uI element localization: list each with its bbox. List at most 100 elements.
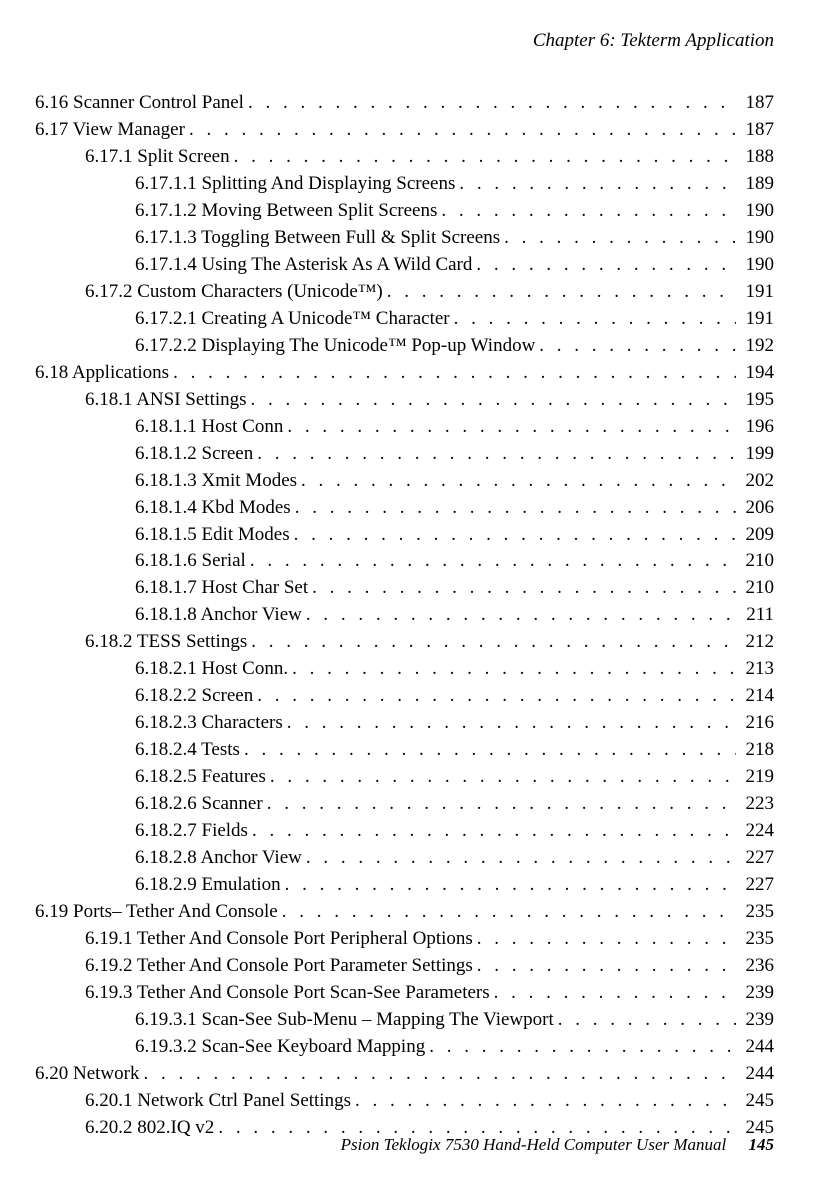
toc-entry: 6.16 Scanner Control Panel187 [35, 90, 774, 117]
toc-entry: 6.18.2.5 Features 219 [35, 764, 774, 791]
toc-entry-label: 6.18.2.8 Anchor View [135, 845, 302, 872]
toc-entry-page: 191 [736, 279, 774, 306]
toc-entry-label: 6.20 Network [35, 1061, 139, 1088]
toc-entry: 6.17.1.2 Moving Between Split Screens 190 [35, 198, 774, 225]
toc-entry-label: 6.18 Applications [35, 360, 169, 387]
toc-entry-page: 212 [736, 629, 774, 656]
toc-entry: 6.18.2.9 Emulation 227 [35, 872, 774, 899]
toc-entry-page: 239 [736, 1007, 774, 1034]
toc-entry-page: 188 [736, 144, 774, 171]
toc-leader-dots [248, 818, 736, 845]
toc-entry-label: 6.17.1 Split Screen [85, 144, 230, 171]
toc-leader-dots [297, 468, 736, 495]
toc-leader-dots [490, 980, 736, 1007]
toc-entry-label: 6.17 View Manager [35, 117, 185, 144]
toc-entry: 6.17 View Manager 187 [35, 117, 774, 144]
toc-entry: 6.17.1.4 Using The Asterisk As A Wild Ca… [35, 252, 774, 279]
toc-leader-dots [230, 144, 736, 171]
toc-leader-dots [283, 414, 736, 441]
toc-entry: 6.18.1.7 Host Char Set210 [35, 575, 774, 602]
chapter-header: Chapter 6: Tekterm Application [533, 30, 774, 52]
toc-entry-page: 196 [736, 414, 774, 441]
toc-entry-page: 236 [736, 953, 774, 980]
toc-entry-page: 214 [736, 683, 774, 710]
toc-leader-dots [473, 953, 736, 980]
toc-entry-label: 6.19.3 Tether And Console Port Scan-See … [85, 980, 490, 1007]
toc-leader-dots [240, 737, 736, 764]
toc-entry-page: 210 [736, 548, 774, 575]
toc-entry-label: 6.18.1.7 Host Char Set [135, 575, 308, 602]
toc-leader-dots [185, 117, 736, 144]
toc-entry-label: 6.18.1.1 Host Conn [135, 414, 283, 441]
toc-entry-label: 6.19.2 Tether And Console Port Parameter… [85, 953, 473, 980]
toc-leader-dots [302, 845, 736, 872]
toc-entry-label: 6.18.2.1 Host Conn. [135, 656, 288, 683]
toc-leader-dots [278, 899, 736, 926]
chapter-title: Chapter 6: Tekterm Application [533, 30, 774, 51]
toc-entry: 6.18.2.8 Anchor View227 [35, 845, 774, 872]
toc-entry-label: 6.18.1 ANSI Settings [85, 387, 247, 414]
toc-entry-label: 6.19.3.1 Scan-See Sub-Menu – Mapping The… [135, 1007, 554, 1034]
toc-entry-label: 6.18.1.3 Xmit Modes [135, 468, 297, 495]
toc-leader-dots [263, 791, 736, 818]
toc-entry: 6.18.2.4 Tests218 [35, 737, 774, 764]
page-footer: Psion Teklogix 7530 Hand-Held Computer U… [341, 1135, 774, 1155]
toc-entry-label: 6.17.1.2 Moving Between Split Screens [135, 198, 437, 225]
toc-entry: 6.18.2 TESS Settings 212 [35, 629, 774, 656]
toc-leader-dots [473, 926, 736, 953]
toc-entry-page: 187 [736, 117, 774, 144]
toc-leader-dots [266, 764, 736, 791]
toc-entry-page: 227 [736, 872, 774, 899]
toc-entry-label: 6.18.2.9 Emulation [135, 872, 281, 899]
toc-entry: 6.18.1.3 Xmit Modes 202 [35, 468, 774, 495]
toc-entry-page: 190 [736, 198, 774, 225]
toc-entry-label: 6.18.1.5 Edit Modes [135, 522, 290, 549]
toc-entry-label: 6.20.1 Network Ctrl Panel Settings [85, 1088, 351, 1115]
toc-entry: 6.17.1.1 Splitting And Displaying Screen… [35, 171, 774, 198]
toc-entry-page: 209 [736, 522, 774, 549]
toc-entry-label: 6.18.2.7 Fields [135, 818, 248, 845]
toc-entry-page: 192 [736, 333, 774, 360]
toc-leader-dots [283, 710, 736, 737]
toc-leader-dots [281, 872, 736, 899]
toc-leader-dots [247, 629, 736, 656]
toc-entry-page: 219 [736, 764, 774, 791]
toc-entry-label: 6.19.1 Tether And Console Port Periphera… [85, 926, 473, 953]
toc-leader-dots [253, 441, 736, 468]
toc-entry-page: 190 [736, 252, 774, 279]
toc-leader-dots [253, 683, 736, 710]
toc-entry: 6.19.2 Tether And Console Port Parameter… [35, 953, 774, 980]
toc-entry-label: 6.19 Ports– Tether And Console [35, 899, 278, 926]
toc-entry: 6.18.1.1 Host Conn 196 [35, 414, 774, 441]
toc-entry-label: 6.17.2.1 Creating A Unicode™ Character [135, 306, 450, 333]
toc-entry-label: 6.18.2.5 Features [135, 764, 266, 791]
toc-leader-dots [302, 602, 736, 629]
toc-entry-page: 216 [736, 710, 774, 737]
toc-entry-page: 245 [736, 1088, 774, 1115]
toc-entry-page: 244 [736, 1034, 774, 1061]
toc-leader-dots [244, 90, 736, 117]
toc-entry: 6.19.3.1 Scan-See Sub-Menu – Mapping The… [35, 1007, 774, 1034]
toc-entry-page: 224 [736, 818, 774, 845]
toc-leader-dots [246, 548, 736, 575]
toc-entry: 6.19 Ports– Tether And Console235 [35, 899, 774, 926]
toc-leader-dots [247, 387, 736, 414]
toc-entry: 6.19.3.2 Scan-See Keyboard Mapping244 [35, 1034, 774, 1061]
toc-leader-dots [455, 171, 736, 198]
toc-entry: 6.18.1.5 Edit Modes 209 [35, 522, 774, 549]
toc-entry: 6.18.1.2 Screen199 [35, 441, 774, 468]
toc-leader-dots [472, 252, 736, 279]
toc-leader-dots [291, 495, 736, 522]
toc-entry-label: 6.18.2 TESS Settings [85, 629, 247, 656]
toc-entry-label: 6.17.1.1 Splitting And Displaying Screen… [135, 171, 455, 198]
toc-entry-label: 6.18.2.6 Scanner [135, 791, 263, 818]
toc-entry: 6.18.2.6 Scanner223 [35, 791, 774, 818]
toc-entry-page: 202 [736, 468, 774, 495]
toc-leader-dots [383, 279, 736, 306]
toc-entry-page: 211 [736, 602, 774, 629]
toc-leader-dots [351, 1088, 736, 1115]
manual-title: Psion Teklogix 7530 Hand-Held Computer U… [341, 1135, 727, 1154]
toc-entry: 6.17.2.2 Displaying The Unicode™ Pop-up … [35, 333, 774, 360]
toc-leader-dots [169, 360, 736, 387]
toc-entry: 6.19.1 Tether And Console Port Periphera… [35, 926, 774, 953]
